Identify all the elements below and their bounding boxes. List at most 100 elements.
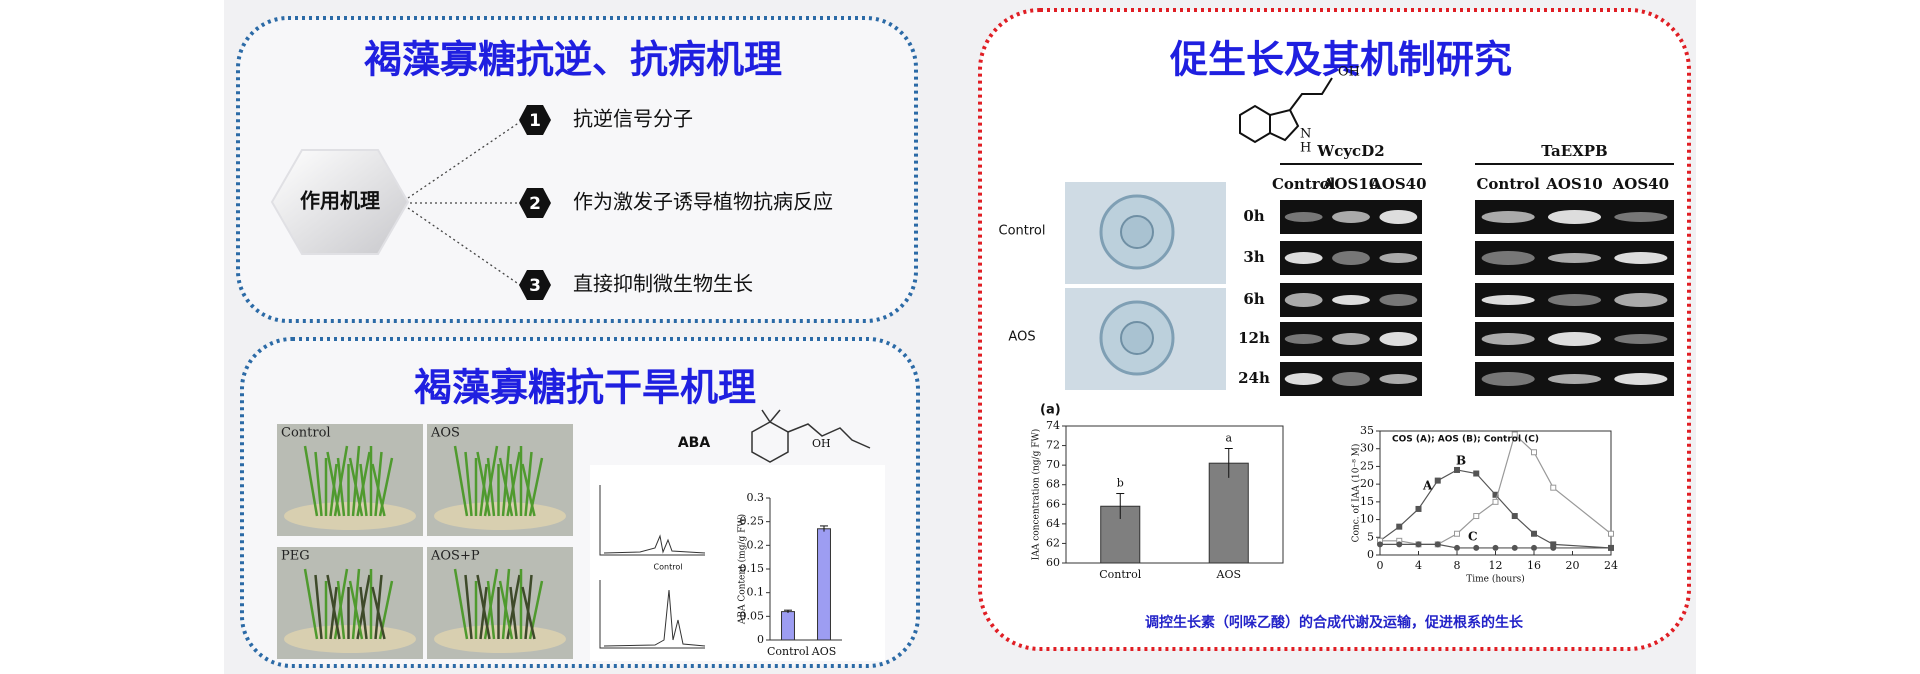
time-label: 6h — [1243, 290, 1264, 308]
photo-label: Control — [281, 426, 331, 441]
photo-leaf — [371, 586, 386, 640]
photo-leaf — [476, 451, 491, 517]
point — [1550, 544, 1557, 551]
gel-band — [1332, 295, 1370, 305]
hub-label: 作用机理 — [300, 189, 380, 213]
point — [1396, 523, 1403, 530]
photo-leaf — [303, 568, 319, 640]
y-tick-label: 66 — [1046, 497, 1060, 510]
point — [1492, 544, 1499, 551]
micrograph-label: AOS — [1008, 330, 1035, 345]
bar — [1208, 462, 1249, 564]
photo-label: PEG — [281, 549, 310, 564]
gene-label: TaEXPB — [1541, 142, 1607, 160]
photo-leaf — [374, 574, 383, 640]
photo-label: AOS — [430, 426, 460, 441]
bar-annotation: b — [1117, 477, 1124, 490]
point — [1415, 541, 1422, 548]
x-tick-label: 12 — [1489, 559, 1503, 572]
iaa-structure — [1239, 77, 1333, 144]
y-tick-label: 72 — [1046, 439, 1060, 452]
gel-band — [1284, 252, 1323, 264]
bar-annotation: a — [1225, 432, 1232, 445]
point — [1377, 541, 1383, 548]
gel-band — [1284, 373, 1323, 385]
gel-band — [1379, 253, 1418, 263]
aba-figure — [590, 465, 885, 661]
photo-leaf — [498, 457, 514, 517]
x-tick-label: 20 — [1566, 559, 1580, 572]
y-tick-label: 15 — [1360, 495, 1374, 508]
time-label: 3h — [1243, 248, 1264, 266]
y-tick-label: 0.25 — [740, 515, 765, 528]
gel-band — [1547, 332, 1602, 346]
item-marker — [519, 188, 551, 218]
series-label: B — [1456, 454, 1466, 468]
photo-leaf — [336, 457, 346, 517]
point — [1396, 541, 1403, 548]
gel-band — [1379, 210, 1418, 224]
y-tick-label: 64 — [1046, 517, 1060, 530]
y-axis-label: Conc. of IAA (10⁻⁸ M) — [1351, 444, 1362, 543]
photo-leaf — [314, 574, 323, 640]
series-label: A — [1422, 479, 1433, 493]
time-label: 0h — [1243, 207, 1264, 225]
gel-band — [1332, 251, 1370, 265]
point — [1473, 544, 1480, 551]
gel-band — [1614, 334, 1668, 344]
item-marker — [519, 105, 551, 135]
y-tick-label: 25 — [1360, 459, 1374, 472]
gel-band — [1481, 333, 1535, 345]
x-tick-label: AOS — [1216, 568, 1242, 581]
structure-label: H — [1300, 141, 1311, 156]
x-tick-label: 4 — [1415, 559, 1422, 572]
photo-leaf — [348, 580, 364, 640]
photo-leaf — [348, 457, 364, 517]
y-tick-label: 5 — [1367, 530, 1374, 543]
x-tick-label: AOS — [811, 645, 837, 658]
caption: 调控生长素（吲哚乙酸）的合成代谢及运输，促进根系的生长 — [1145, 614, 1524, 631]
y-tick-label: 0.15 — [740, 562, 765, 575]
photo-leaf — [326, 574, 341, 640]
x-tick-label: 0 — [1377, 559, 1384, 572]
lane-label: AOS10 — [1322, 175, 1379, 193]
time-label: 24h — [1238, 369, 1270, 387]
photo-leaf — [486, 457, 496, 517]
point — [1608, 544, 1614, 551]
panel-title: 促生长及其机制研究 — [1169, 38, 1512, 82]
gel-band — [1379, 294, 1418, 306]
point — [1550, 484, 1557, 491]
y-tick-label: 0.3 — [747, 491, 765, 504]
chromatograms — [599, 485, 706, 649]
x-tick-label: Control — [767, 645, 809, 658]
gel-band — [1547, 210, 1602, 224]
x-tick-label: 16 — [1527, 559, 1541, 572]
photo-leaf — [374, 451, 383, 517]
bar — [781, 611, 795, 641]
x-axis-label: Time (hours) — [1466, 574, 1525, 585]
lane-label: Control — [1476, 175, 1540, 193]
gel-band — [1332, 333, 1370, 345]
y-axis-label: IAA concentration (ng/g FW) — [1031, 429, 1042, 560]
gel-band — [1481, 251, 1535, 265]
gel-band — [1284, 334, 1323, 344]
gel-band — [1614, 293, 1668, 307]
photo-leaf — [509, 463, 518, 517]
x-tick-label: Control — [1099, 568, 1141, 581]
point — [1511, 544, 1518, 551]
gene-label: WcycD2 — [1316, 142, 1384, 160]
lane-label: AOS40 — [1369, 175, 1426, 193]
x-tick-label: 8 — [1454, 559, 1461, 572]
plot-frame — [1065, 425, 1284, 564]
point — [1454, 544, 1460, 551]
aba-structure — [751, 409, 871, 463]
gel-band — [1614, 373, 1668, 385]
photo-leaf — [509, 586, 518, 640]
hub-hexagon — [270, 149, 410, 255]
point — [1434, 477, 1441, 484]
photo-leaf — [521, 463, 536, 517]
y-tick-label: 60 — [1046, 556, 1060, 569]
y-tick-label: 74 — [1046, 419, 1060, 432]
photo-leaf — [498, 580, 514, 640]
